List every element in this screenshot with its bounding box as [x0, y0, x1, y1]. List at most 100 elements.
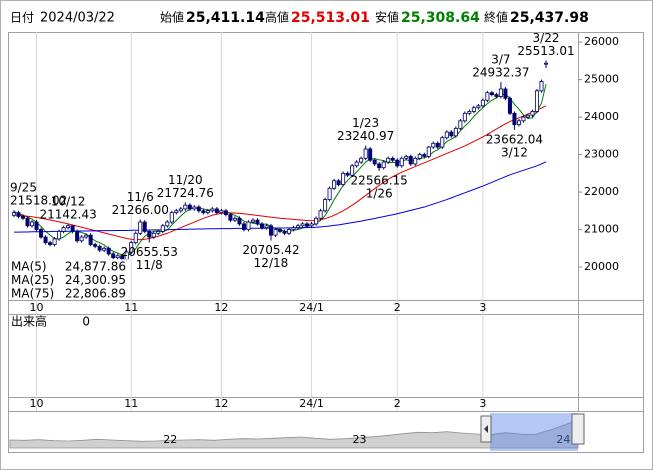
candle-body [156, 231, 161, 234]
candle-body [332, 180, 337, 189]
candle-body [386, 157, 391, 163]
annotation-value: 23662.04 [486, 132, 543, 146]
candle-body [21, 216, 26, 219]
annotation-value: 21518.02 [10, 194, 67, 208]
low-value: 25,308.64 [401, 10, 480, 26]
annotation-value: 23240.97 [337, 129, 394, 143]
x-tick-label: 3 [479, 301, 486, 314]
candle-body [323, 199, 328, 212]
candle-body [327, 187, 332, 200]
candle-body [413, 157, 418, 165]
y-tick-label: 25000 [584, 73, 619, 86]
candle-body [57, 231, 62, 240]
navigator: 22 23 24 [9, 413, 585, 451]
annotation-value: 20705.42 [242, 243, 299, 257]
candle-body [503, 88, 508, 99]
candle-body [431, 142, 436, 148]
y-tick-label: 23000 [584, 148, 619, 161]
candle-body [88, 234, 93, 245]
candle-body [187, 204, 192, 210]
candle-body [521, 116, 526, 122]
candle-body [305, 223, 310, 227]
candle-body [467, 111, 472, 114]
x-tick-label: 12 [214, 301, 228, 314]
candle-body [52, 238, 57, 245]
navigator-year-label: 23 [353, 433, 367, 446]
navigator-selection [490, 413, 578, 451]
annotation-date: 9/25 [10, 181, 37, 195]
candle-body [449, 131, 454, 137]
x-tick-label: 3 [479, 397, 486, 410]
candle-body [205, 210, 210, 214]
candle-body [43, 236, 48, 244]
candle-body [147, 231, 152, 238]
candle-body [39, 229, 44, 238]
close-value: 25,437.98 [510, 10, 589, 26]
candle-body [507, 97, 512, 114]
candle-body [246, 221, 251, 230]
grid: 10 10 11 11 12 12 24/1 24/1 2 2 3 3 [30, 32, 486, 411]
candle-body [350, 165, 355, 176]
candle-body [359, 157, 364, 163]
candle-body [277, 229, 282, 232]
annotation-date: 3/22 [533, 31, 560, 45]
annotation-value: 21142.43 [39, 208, 96, 222]
candle-body [70, 225, 75, 232]
candle-body [84, 234, 89, 238]
candle-body [129, 242, 134, 253]
candle-body [512, 112, 517, 125]
candle-body [201, 210, 206, 214]
legend-value: 22,806.89 [65, 287, 126, 301]
candle-body [25, 217, 30, 227]
candle-body [291, 227, 296, 230]
y-tick-label: 20000 [584, 260, 619, 273]
navigator-handle-right[interactable] [571, 413, 585, 445]
low-label: 安値 [375, 10, 399, 25]
annotation-value: 24932.37 [472, 66, 529, 80]
candle-body [111, 253, 116, 259]
header-bar: 日付 2024/03/22 始値 25,411.14 高値 25,513.01 … [10, 10, 589, 27]
candle-body [426, 146, 431, 157]
candle-body [300, 223, 305, 227]
candle-body [539, 81, 544, 92]
candle-body [93, 244, 98, 247]
candle-body [151, 232, 156, 238]
candle-body [471, 107, 476, 112]
x-tick-label: 11 [124, 301, 138, 314]
candle-body [530, 111, 535, 116]
x-tick-label: 10 [30, 301, 44, 314]
candle-body [462, 112, 467, 122]
annotation-date: 11/20 [168, 173, 203, 187]
candle-body [417, 154, 422, 159]
x-tick-label: 10 [30, 397, 44, 410]
annotation-value: 20655.53 [121, 245, 178, 259]
candle-body [440, 137, 445, 148]
candle-body [169, 212, 174, 223]
candle-body [237, 217, 242, 225]
candle-body [287, 229, 292, 234]
candle-body [422, 154, 427, 157]
candle-body [314, 217, 319, 225]
candle-body [250, 219, 255, 223]
candle-body [336, 180, 341, 185]
x-tick-label: 24/1 [299, 397, 324, 410]
date: 2024/03/22 [40, 11, 115, 26]
candle-body [489, 92, 494, 95]
navigator-year-label: 24 [556, 433, 570, 446]
y-tick-label: 24000 [584, 110, 619, 123]
candle-body [390, 157, 395, 161]
legend-name: MA(75) [11, 287, 54, 301]
moving-average-line [13, 105, 547, 241]
candle-body [273, 229, 278, 236]
candle-body [210, 208, 215, 212]
annotation-date: 11/6 [127, 190, 154, 204]
candle-body [458, 120, 463, 129]
candle-body [174, 210, 179, 214]
y-tick-label: 26000 [584, 35, 619, 48]
volume-label: 出来高 [11, 314, 47, 329]
candle-body [476, 105, 481, 109]
candle-body [264, 225, 269, 229]
candle-body [525, 114, 530, 118]
